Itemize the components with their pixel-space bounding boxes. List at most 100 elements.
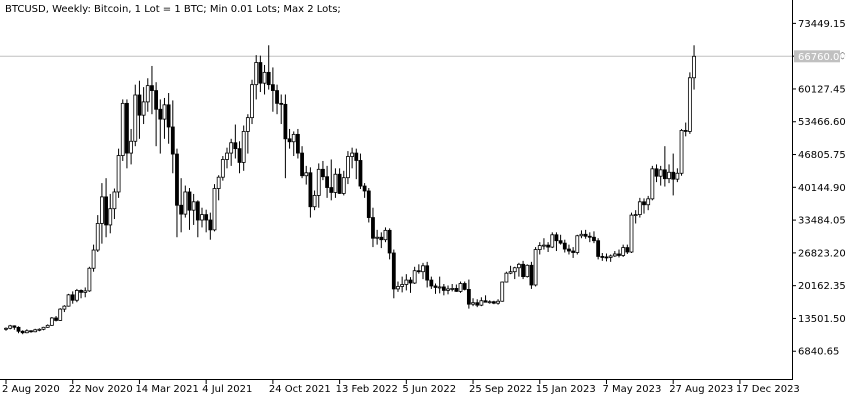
candle-body <box>100 196 104 224</box>
candle-body <box>312 195 317 208</box>
candle-body <box>554 234 559 242</box>
candle-body <box>300 152 304 177</box>
candle-body <box>4 327 8 330</box>
x-tick-label: 24 Oct 2021 <box>269 384 331 395</box>
candle-body <box>287 138 292 143</box>
candle-body <box>400 284 405 287</box>
candle-body <box>141 101 146 116</box>
candle-body <box>542 244 546 247</box>
candle-body <box>396 286 400 290</box>
candle-body <box>225 152 229 160</box>
candle-body <box>608 255 613 258</box>
candle-body <box>525 264 530 278</box>
candle-body <box>646 198 651 206</box>
candle-body <box>642 201 646 206</box>
candle-body <box>446 288 450 291</box>
candle-body <box>387 229 392 254</box>
candle-body <box>129 140 134 154</box>
candle-body <box>325 176 329 188</box>
candle-body <box>41 326 46 330</box>
candle-body <box>462 283 467 290</box>
candle-body <box>500 281 505 302</box>
candle-body <box>479 300 484 306</box>
candle-body <box>175 153 179 206</box>
candle-body <box>354 152 359 161</box>
candle-body <box>233 142 238 150</box>
candle-body <box>425 265 430 281</box>
candle-body <box>204 214 209 221</box>
candle-body <box>120 102 125 156</box>
candle-body <box>58 308 63 321</box>
candle-body <box>295 133 300 154</box>
y-tick-label: 6840.65 <box>798 347 839 358</box>
candle-body <box>112 191 117 210</box>
candle-body <box>371 217 375 239</box>
candle-body <box>350 152 355 157</box>
candle-body <box>279 102 284 105</box>
x-tick-label: 15 Jan 2023 <box>536 384 596 395</box>
candle-body <box>24 330 29 334</box>
candle-body <box>537 245 542 250</box>
candle-body <box>587 235 592 238</box>
candle-body <box>191 201 196 211</box>
candle-body <box>612 253 617 257</box>
candle-body <box>216 176 221 189</box>
candle-body <box>687 77 692 132</box>
candle-body <box>546 244 550 248</box>
y-tick-label: 73449.15 <box>798 19 846 30</box>
candle-body <box>245 117 250 132</box>
candle-body <box>29 330 33 333</box>
candle-body <box>108 208 113 226</box>
candle-body <box>220 159 225 178</box>
candle-body <box>667 171 671 180</box>
candle-body <box>337 173 342 194</box>
candle-body <box>650 168 655 200</box>
candle-body <box>458 283 463 292</box>
candle-body <box>517 263 521 269</box>
candle-body <box>592 236 596 242</box>
candle-body <box>12 325 17 328</box>
candle-body <box>329 187 334 193</box>
candle-body <box>375 236 380 239</box>
y-tick-label: 46805.75 <box>798 150 846 161</box>
x-tick-label: 17 Dec 2023 <box>736 384 800 395</box>
candle-body <box>496 300 500 304</box>
candle-body <box>637 201 642 216</box>
candle-body <box>412 270 417 284</box>
candle-body <box>37 328 42 331</box>
current-price-label: 66760.00 <box>798 52 846 63</box>
candle-body <box>125 102 129 154</box>
candle-body <box>675 172 680 180</box>
candle-body <box>162 104 167 120</box>
candle-body <box>74 290 79 301</box>
x-tick-label: 4 Jul 2021 <box>202 384 252 395</box>
candle-body <box>8 325 13 329</box>
candle-body <box>483 300 488 303</box>
candle-body <box>154 90 159 110</box>
candles-group <box>4 45 696 335</box>
candle-body <box>116 155 121 193</box>
candle-body <box>258 62 263 84</box>
y-tick-label: 26823.20 <box>798 248 846 259</box>
candle-body <box>195 201 200 221</box>
candle-body <box>291 133 296 143</box>
candle-body <box>671 171 676 180</box>
candle-body <box>250 84 254 119</box>
candle-body <box>529 264 534 286</box>
candle-body <box>95 223 100 251</box>
candle-body <box>604 256 609 259</box>
candle-body <box>104 196 108 226</box>
candle-body <box>683 130 688 132</box>
candle-body <box>358 160 363 187</box>
candle-body <box>625 247 630 253</box>
candle-body <box>433 285 438 288</box>
candle-body <box>49 317 54 326</box>
candle-body <box>579 233 584 237</box>
candle-body <box>437 286 442 289</box>
candle-body <box>91 249 96 269</box>
candle-body <box>241 131 246 163</box>
candle-body <box>333 173 338 193</box>
candle-body <box>200 214 204 221</box>
